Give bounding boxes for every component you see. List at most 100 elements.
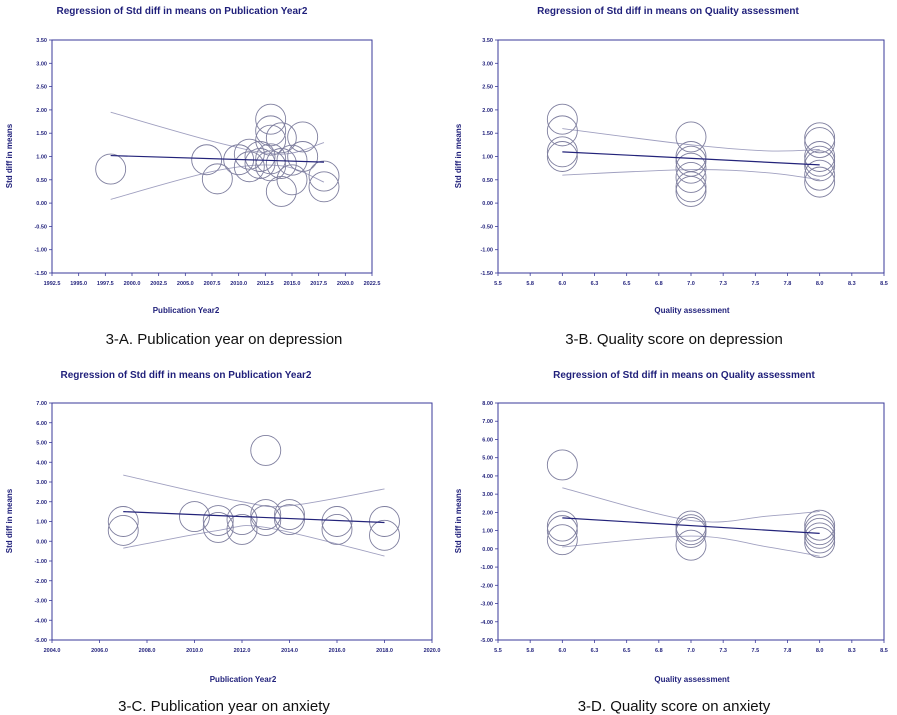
- data-bubble: [804, 166, 836, 198]
- x-tick-label: 8.0: [816, 281, 824, 287]
- y-tick-label: -4.00: [480, 620, 493, 626]
- y-axis-label: Std diff in means: [5, 123, 14, 188]
- y-tick-label: -1.50: [34, 271, 47, 277]
- y-tick-label: 2.00: [36, 500, 47, 506]
- y-tick-label: 7.00: [36, 401, 47, 407]
- chart-panel-b: Regression of Std diff in means on Quali…: [454, 6, 888, 348]
- x-tick-label: 6.3: [591, 648, 599, 654]
- x-tick-label: 6.3: [591, 281, 599, 287]
- data-bubble: [276, 164, 308, 196]
- x-tick-label: 2010.0: [230, 281, 247, 287]
- data-bubble: [804, 509, 836, 541]
- x-tick-label: 5.5: [494, 281, 502, 287]
- data-bubble: [191, 144, 223, 176]
- x-tick-label: 2022.5: [364, 281, 381, 287]
- chart-caption: 3-A. Publication year on depression: [106, 331, 343, 348]
- data-bubble: [546, 449, 578, 481]
- data-bubble: [202, 505, 234, 536]
- x-tick-label: 2015.0: [284, 281, 301, 287]
- y-tick-label: 2.00: [36, 108, 47, 114]
- x-tick-label: 2012.5: [257, 281, 274, 287]
- ci-lower-line: [562, 535, 820, 557]
- data-bubble: [265, 122, 297, 154]
- y-tick-label: 0.00: [482, 547, 493, 553]
- y-tick-label: 1.00: [36, 520, 47, 526]
- x-tick-label: 6.0: [559, 281, 567, 287]
- chart-panel-c: Regression of Std diff in means on Publi…: [5, 370, 440, 715]
- ci-lower-line: [110, 164, 325, 200]
- y-tick-label: -1.50: [480, 271, 493, 277]
- x-tick-label: 7.8: [784, 281, 792, 287]
- data-bubble: [804, 527, 836, 558]
- y-tick-label: 1.50: [482, 131, 493, 137]
- data-bubble: [308, 171, 340, 203]
- y-tick-label: 3.00: [36, 61, 47, 67]
- data-bubble: [226, 504, 258, 535]
- x-tick-label: 7.5: [752, 281, 760, 287]
- data-bubble: [546, 115, 578, 147]
- x-tick-label: 2005.0: [177, 281, 194, 287]
- y-tick-label: 2.50: [482, 85, 493, 91]
- y-tick-label: 2.00: [482, 108, 493, 114]
- data-bubble: [804, 145, 836, 177]
- x-tick-label: 7.0: [687, 648, 695, 654]
- chart-title: Regression of Std diff in means on Publi…: [57, 6, 308, 17]
- x-tick-label: 2007.5: [204, 281, 221, 287]
- x-tick-label: 2012.0: [234, 648, 251, 654]
- x-tick-label: 2017.5: [310, 281, 327, 287]
- y-tick-label: 8.00: [482, 401, 493, 407]
- regression-line: [562, 517, 820, 534]
- ci-upper-line: [562, 487, 820, 523]
- data-bubble: [804, 141, 836, 172]
- y-tick-label: 2.50: [36, 85, 47, 91]
- plot-frame: [51, 39, 373, 274]
- y-tick-label: -5.00: [34, 638, 47, 644]
- data-bubble: [250, 499, 282, 531]
- y-tick-label: -3.00: [34, 599, 47, 605]
- data-bubble: [804, 522, 836, 554]
- y-tick-label: -2.00: [34, 579, 47, 585]
- data-bubble: [265, 175, 297, 207]
- y-tick-label: 1.00: [482, 155, 493, 161]
- data-bubble: [675, 529, 707, 561]
- x-tick-label: 2002.5: [150, 281, 167, 287]
- data-bubble: [804, 127, 836, 158]
- x-tick-label: 8.3: [848, 648, 856, 654]
- x-tick-label: 8.0: [816, 648, 824, 654]
- data-bubble: [804, 517, 836, 549]
- x-tick-label: 7.3: [719, 648, 727, 654]
- x-axis-label: Quality assessment: [654, 306, 729, 315]
- y-tick-label: 1.00: [36, 155, 47, 161]
- y-tick-label: 0.50: [36, 178, 47, 184]
- data-bubble: [287, 141, 319, 172]
- y-tick-label: 4.00: [36, 460, 47, 466]
- data-bubble: [321, 513, 353, 545]
- chart-caption: 3-B. Quality score on depression: [565, 331, 783, 348]
- y-tick-label: -1.00: [34, 248, 47, 254]
- data-bubble: [546, 136, 578, 168]
- ci-lower-line: [562, 169, 820, 181]
- x-tick-label: 5.8: [526, 648, 534, 654]
- y-tick-label: -5.00: [480, 638, 493, 644]
- y-tick-label: -0.50: [480, 224, 493, 230]
- y-tick-label: 3.50: [482, 38, 493, 44]
- data-bubble: [675, 516, 707, 548]
- data-bubble: [675, 175, 707, 207]
- x-tick-label: 6.0: [559, 648, 567, 654]
- plot-frame: [497, 402, 885, 641]
- x-tick-label: 2016.0: [329, 648, 346, 654]
- data-bubble: [202, 511, 234, 543]
- y-tick-label: -1.00: [480, 248, 493, 254]
- x-tick-label: 7.0: [687, 281, 695, 287]
- data-bubble: [675, 171, 707, 203]
- data-bubble: [804, 122, 836, 154]
- x-tick-label: 7.3: [719, 281, 727, 287]
- y-axis-label: Std diff in means: [454, 123, 463, 188]
- x-tick-label: 1995.0: [70, 281, 87, 287]
- data-bubble: [107, 506, 139, 537]
- regression-line: [123, 511, 385, 524]
- data-bubble: [250, 505, 282, 536]
- chart-title: Regression of Std diff in means on Quali…: [537, 6, 799, 17]
- data-bubble: [95, 153, 127, 185]
